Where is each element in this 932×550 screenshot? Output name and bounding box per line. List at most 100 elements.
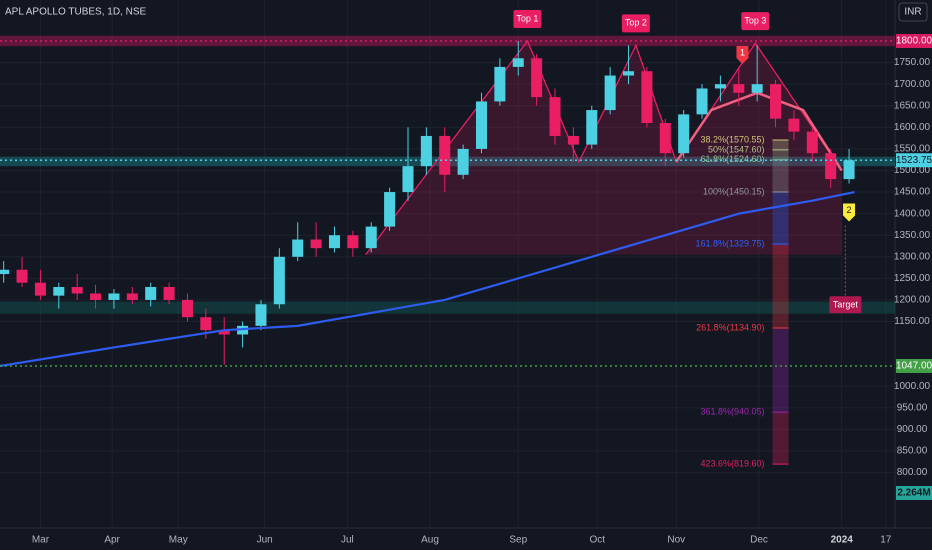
fib-label: 38.2%(1570.55) — [700, 134, 764, 144]
y-tick-label: 1600.00 — [894, 122, 931, 133]
candle-body — [825, 153, 837, 180]
candle-body — [126, 293, 138, 300]
plot: 38.2%(1570.55)50%(1547.60)61.8%(1524.60)… — [0, 35, 895, 469]
fib-label: 423.6%(819.60) — [700, 459, 764, 469]
zone — [0, 35, 895, 47]
x-tick-label: 17 — [880, 535, 892, 546]
candle-body — [641, 71, 653, 124]
moving-average — [0, 190, 855, 368]
fib-band — [772, 191, 789, 244]
fib-label: 261.8%(1134.90) — [696, 322, 764, 332]
candle-body — [806, 131, 818, 154]
top-label: Top 3 — [744, 16, 766, 26]
y-tick-label: 950.00 — [897, 402, 928, 413]
candle-body — [181, 299, 193, 318]
top-box — [741, 12, 770, 31]
volume-label: 2.264M — [897, 488, 930, 499]
candle-body — [843, 160, 855, 180]
candle-body — [273, 256, 285, 305]
candle-body — [586, 110, 598, 145]
candle-body — [402, 166, 414, 193]
price-label-box — [896, 34, 932, 49]
candle-body — [255, 304, 267, 326]
y-tick-label: 1550.00 — [894, 144, 931, 155]
candle-body — [604, 75, 616, 111]
fib-band — [772, 140, 789, 150]
y-tick-label: 1650.00 — [894, 100, 931, 111]
candle-body — [733, 84, 745, 93]
marker — [843, 203, 856, 222]
y-tick-label: 1300.00 — [894, 251, 931, 262]
fib-label: 50%(1547.60) — [708, 144, 765, 154]
candle-body — [90, 293, 102, 300]
top-box — [513, 10, 542, 29]
candle-body — [0, 269, 10, 275]
y-tick-label: 1700.00 — [894, 79, 931, 90]
pattern-line — [365, 39, 843, 256]
x-tick-label: Dec — [750, 535, 768, 546]
price-label: 1800.00 — [896, 36, 932, 47]
x-tick-label: 2024 — [831, 535, 854, 546]
candle-body — [457, 148, 469, 175]
candle-body — [678, 114, 690, 154]
y-tick-label: 1400.00 — [894, 208, 931, 219]
candle-body — [365, 226, 377, 249]
fib-label: 100%(1450.15) — [703, 186, 765, 196]
x-tick-label: Mar — [32, 535, 50, 546]
candle-body — [439, 135, 451, 175]
zone — [0, 301, 895, 314]
currency-box[interactable] — [898, 2, 928, 22]
y-tick-label: 1200.00 — [894, 295, 931, 306]
fib-band — [772, 412, 789, 465]
marker-label: 1 — [740, 47, 745, 57]
candle-body — [200, 317, 212, 331]
fib-band — [772, 243, 789, 329]
candle-body — [696, 88, 708, 115]
top-label: Top 1 — [516, 13, 538, 23]
target-box — [829, 296, 862, 314]
x-tick-label: Jul — [341, 535, 354, 546]
candle-body — [108, 293, 120, 300]
x-tick-label: Apr — [104, 535, 120, 546]
candle-body — [145, 287, 157, 300]
x-tick-label: May — [169, 535, 188, 546]
marker — [736, 45, 749, 64]
candle-body — [163, 287, 175, 300]
x-tick-label: Jun — [257, 535, 273, 546]
marker-label: 2 — [847, 205, 852, 215]
x-tick-label: Sep — [509, 535, 527, 546]
candle-body — [384, 192, 396, 227]
fib-band — [772, 159, 789, 192]
y-tick-label: 800.00 — [897, 467, 928, 478]
x-tick-label: Aug — [421, 535, 439, 546]
candle-body — [218, 330, 230, 335]
y-tick-label: 850.00 — [897, 446, 928, 457]
candle-body — [71, 287, 83, 294]
currency: INR — [904, 7, 921, 18]
y-tick-label: 900.00 — [897, 424, 928, 435]
top-label: Top 2 — [625, 18, 647, 28]
candle-body — [420, 135, 432, 167]
y-tick-label: 1500.00 — [894, 165, 931, 176]
price-label: 1523.75 — [896, 155, 932, 166]
candle-body — [16, 269, 28, 283]
pattern-fill — [365, 41, 842, 255]
y-tick-label: 1450.00 — [894, 187, 931, 198]
candle-body — [531, 58, 543, 98]
candle-body — [512, 58, 524, 67]
candle-body — [788, 118, 800, 132]
fib-band — [772, 328, 789, 413]
target-label: Target — [833, 300, 859, 310]
fib-label: 61.8%(1524.60) — [700, 154, 764, 164]
candle-body — [347, 235, 359, 249]
candle-body — [328, 235, 340, 249]
candle-body — [34, 282, 46, 296]
y-tick-label: 1000.00 — [894, 381, 931, 392]
fib-label: 361.8%(940.05) — [700, 407, 764, 417]
candle-body — [659, 123, 671, 154]
candle-body — [623, 71, 635, 76]
candle-body — [714, 84, 726, 89]
